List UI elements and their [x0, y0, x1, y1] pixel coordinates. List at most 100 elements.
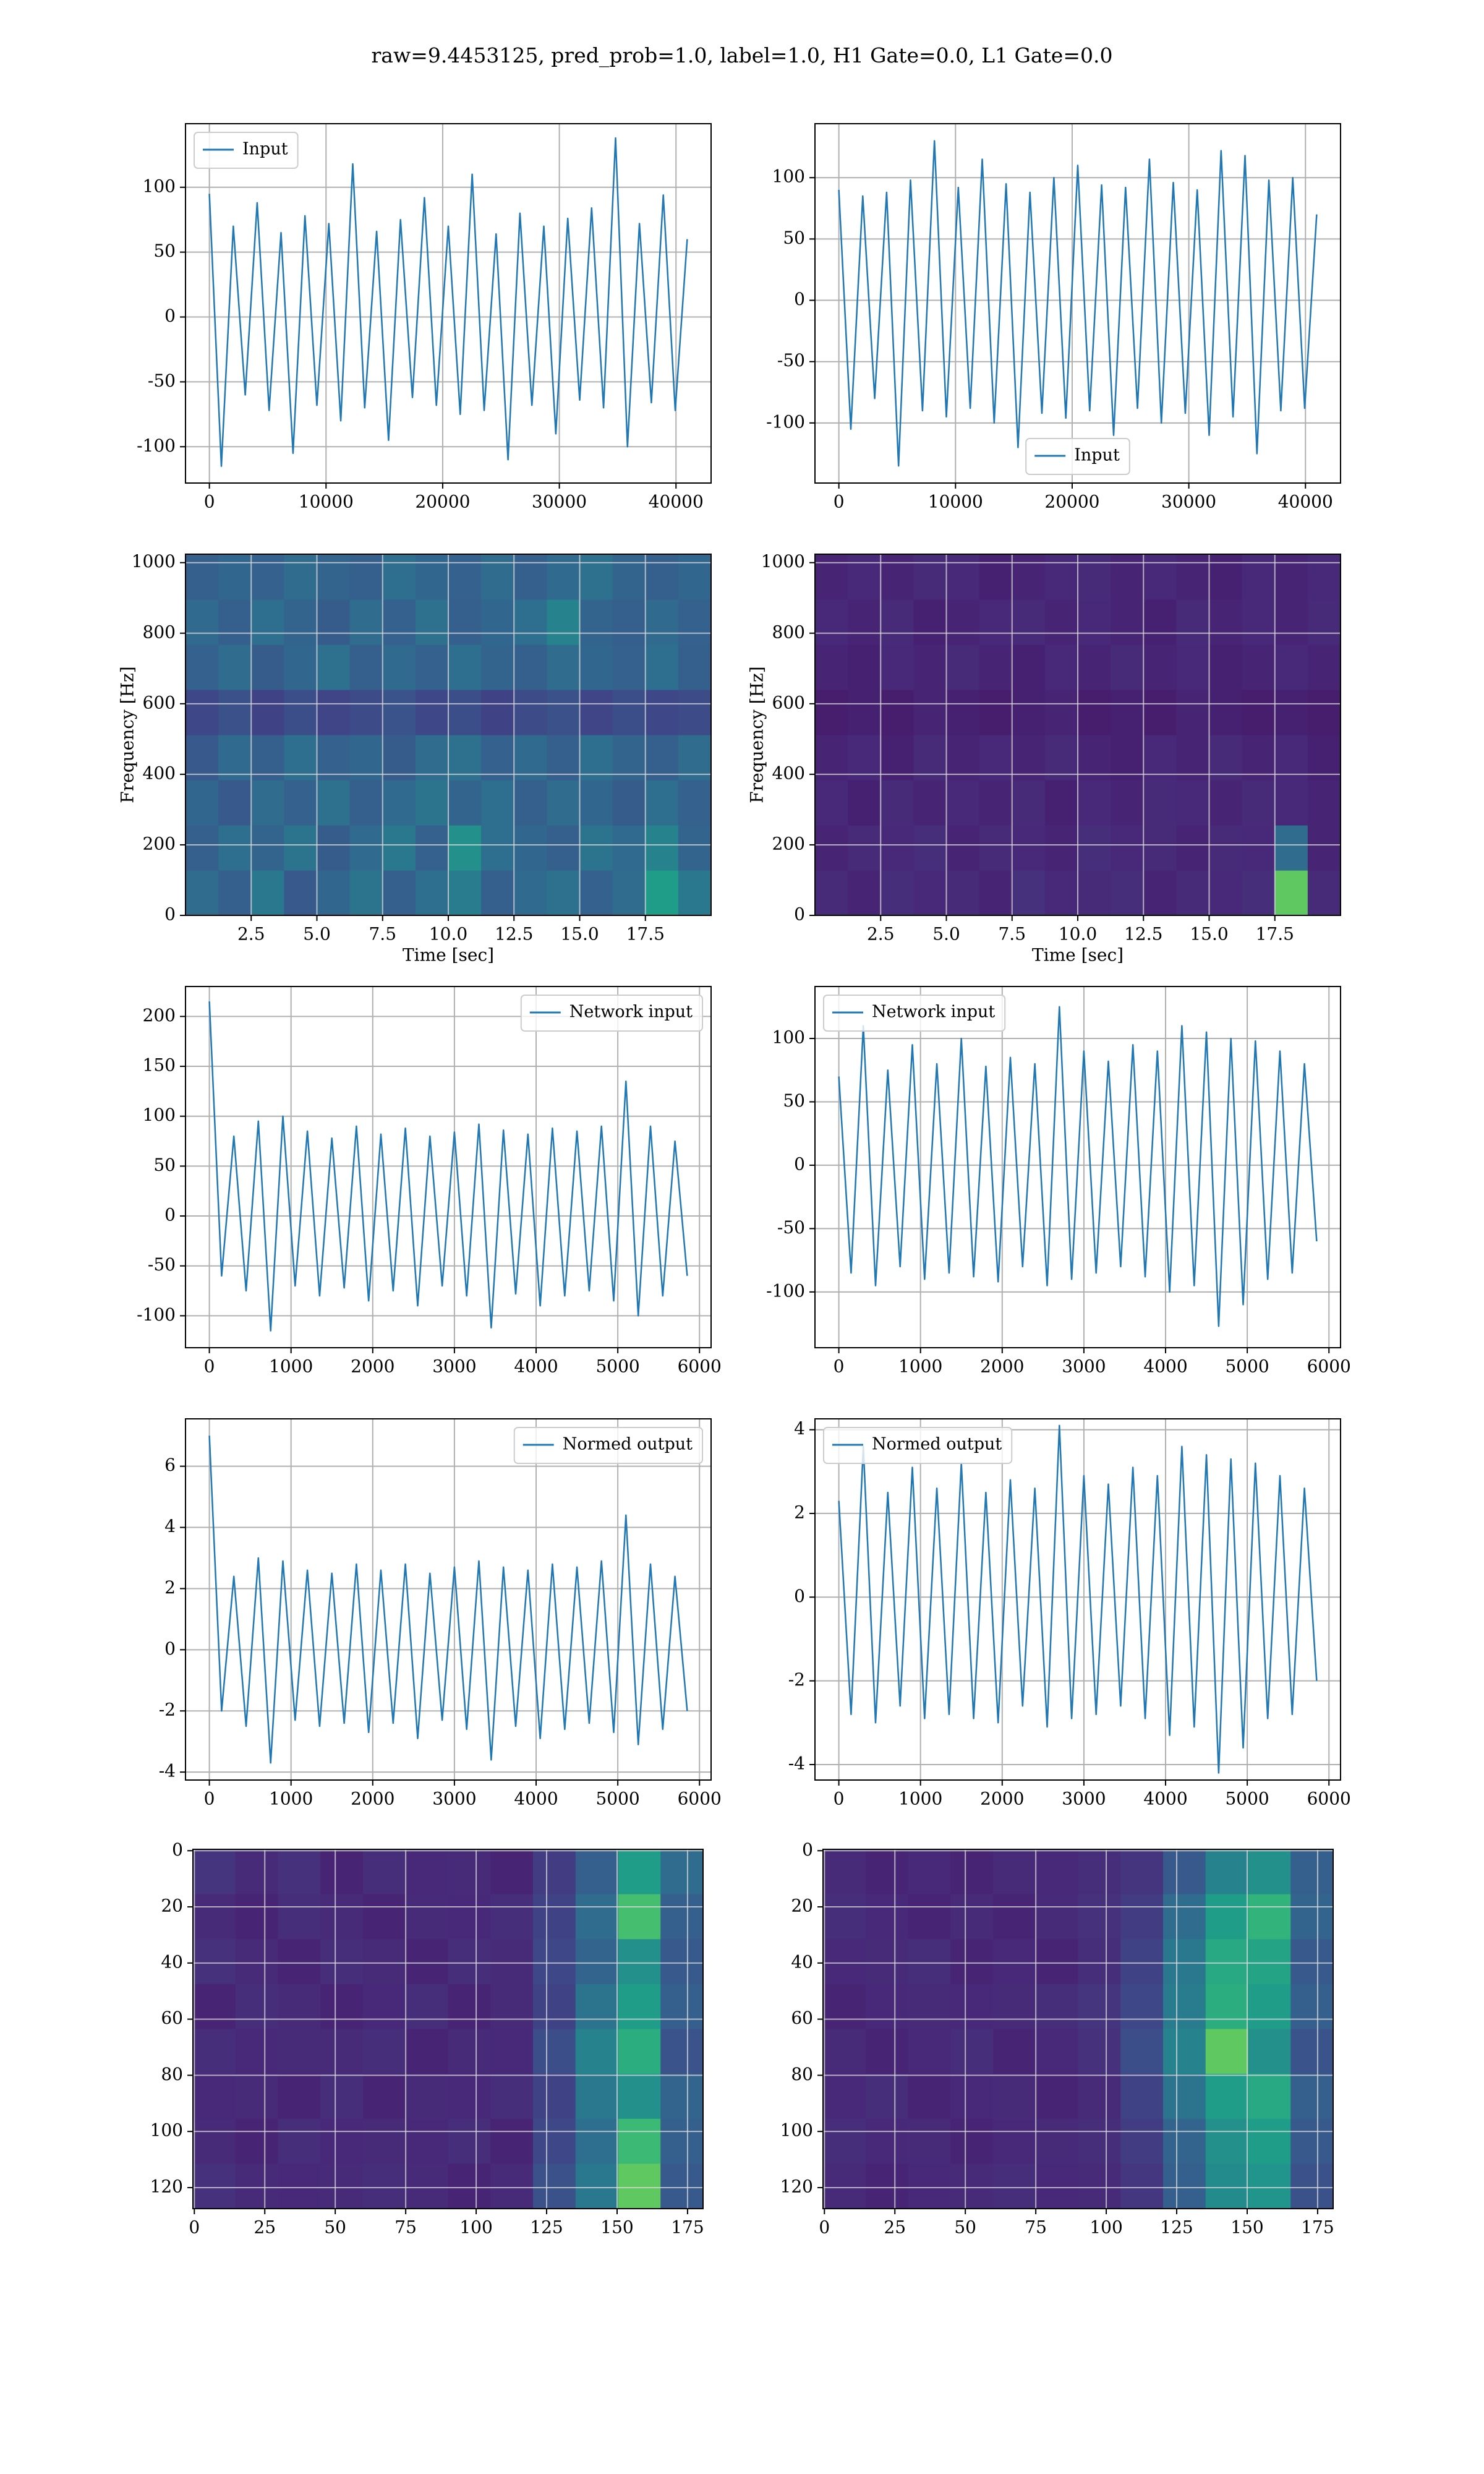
x-tick-label: 4000	[1143, 1789, 1187, 1809]
heatmap-cell	[865, 2118, 909, 2164]
x-tick-label: 125	[530, 2217, 563, 2238]
heatmap-cell	[193, 1894, 236, 1940]
heatmap-cell	[278, 2029, 321, 2074]
heatmap-cell	[1120, 1939, 1164, 1985]
heatmap-cell	[1111, 825, 1144, 871]
heatmap-cell	[1163, 2164, 1206, 2209]
heatmap-cell	[815, 870, 848, 915]
axes-frame	[192, 1849, 704, 2209]
heatmap-cell	[415, 644, 449, 690]
heatmap-cell	[1078, 2074, 1121, 2120]
heatmap-cell	[881, 554, 914, 600]
heatmap-cell	[946, 690, 980, 735]
heatmap-cell	[320, 2164, 364, 2209]
heatmap-cell	[618, 2164, 661, 2209]
y-tick-label: 600	[772, 692, 805, 713]
heatmap-cell	[1035, 1894, 1079, 1940]
heatmap-cell	[317, 780, 351, 826]
x-tick-label: 2.5	[237, 924, 265, 944]
heatmap-cell	[448, 780, 482, 826]
legend-box	[513, 1427, 703, 1464]
heatmap-cell	[1078, 2118, 1121, 2164]
heatmap-cell	[612, 554, 646, 600]
y-tick-label: 100	[143, 176, 176, 196]
heatmap-cell	[1205, 1984, 1249, 2030]
heatmap-cell	[823, 2164, 866, 2209]
heatmap-cell	[823, 1984, 866, 2030]
x-tick-label: 7.5	[998, 924, 1026, 944]
heatmap-cell	[218, 554, 252, 600]
heatmap-cell	[284, 644, 318, 690]
x-tick-label: 2000	[980, 1789, 1024, 1809]
heatmap-cell	[1012, 780, 1046, 826]
heatmap-cell	[382, 599, 416, 645]
heatmap-cell	[579, 644, 613, 690]
heatmap-cell	[1120, 1849, 1164, 1895]
heatmap-cell	[448, 1849, 491, 1895]
y-tick-label: 400	[143, 763, 176, 783]
heatmap-cell	[1012, 554, 1046, 600]
y-tick-label: 40	[161, 1951, 183, 1972]
x-tick-label: 2000	[351, 1789, 394, 1809]
x-tick-label: 50	[324, 2217, 346, 2238]
heatmap-cell	[448, 2118, 491, 2164]
heatmap-cell	[1078, 735, 1111, 781]
heatmap-cell	[1012, 735, 1046, 781]
heatmap-cell	[382, 825, 416, 871]
heatmap-cell	[278, 1894, 321, 1940]
plot-area	[186, 124, 711, 483]
x-tick-label: 0	[834, 1789, 845, 1809]
y-tick-label: -100	[137, 1304, 176, 1325]
x-tick-label: 0	[834, 492, 845, 512]
heatmap-cell	[1078, 1939, 1121, 1985]
heatmap-cell	[320, 2118, 364, 2164]
heatmap-cell	[1205, 1939, 1249, 1985]
heatmap-cell	[979, 690, 1013, 735]
x-tick-label: 12.5	[495, 924, 533, 944]
heatmap-cell	[946, 870, 980, 915]
x-tick-label: 1000	[269, 1356, 313, 1377]
heatmap-cell	[363, 1939, 406, 1985]
heatmap-cell	[618, 2074, 661, 2120]
x-tick-label: 4000	[514, 1356, 558, 1377]
x-tick-label: 6000	[1307, 1356, 1351, 1377]
x-tick-label: 75	[394, 2217, 417, 2238]
heatmap-cell	[1143, 690, 1177, 735]
heatmap-cell	[645, 780, 679, 826]
heatmap-cell	[251, 599, 284, 645]
heatmap-cell	[1209, 644, 1243, 690]
heatmap-cell	[993, 1894, 1036, 1940]
y-tick-label: 2	[794, 1502, 805, 1522]
heatmap-cell	[1307, 780, 1341, 826]
heatmap-cell	[284, 554, 318, 600]
y-tick-label: 0	[164, 306, 176, 326]
heatmap-cell	[1209, 554, 1243, 600]
heatmap-cell	[848, 690, 881, 735]
heatmap-cell	[317, 554, 351, 600]
heatmap-cell	[193, 2029, 236, 2074]
x-tick-label: 3000	[432, 1356, 476, 1377]
x-axis-label: Time [sec]	[403, 945, 494, 965]
y-tick-label: 120	[150, 2176, 183, 2196]
heatmap-cell	[1209, 780, 1243, 826]
heatmap-cell	[881, 825, 914, 871]
y-tick-label: 100	[150, 2120, 183, 2141]
y-tick-label: 20	[161, 1896, 183, 1916]
heatmap-cell	[448, 690, 482, 735]
heatmap-cell	[1176, 735, 1210, 781]
legend-box	[823, 1427, 1013, 1464]
heatmap-cell	[1078, 1984, 1121, 2030]
heatmap-cell	[865, 1849, 909, 1895]
heatmap-cell	[645, 554, 679, 600]
legend: Input	[194, 132, 299, 169]
y-tick-label: 0	[172, 1839, 183, 1860]
legend-label: Input	[1074, 446, 1120, 465]
heatmap-cell	[1274, 780, 1308, 826]
heatmap-cell	[993, 2074, 1036, 2120]
series-line	[838, 1006, 1318, 1327]
heatmap-cell	[823, 2118, 866, 2164]
x-tick-label: 30000	[532, 492, 587, 512]
heatmap-cell	[913, 735, 947, 781]
heatmap-cell	[848, 644, 881, 690]
heatmap-cell	[1307, 825, 1341, 871]
